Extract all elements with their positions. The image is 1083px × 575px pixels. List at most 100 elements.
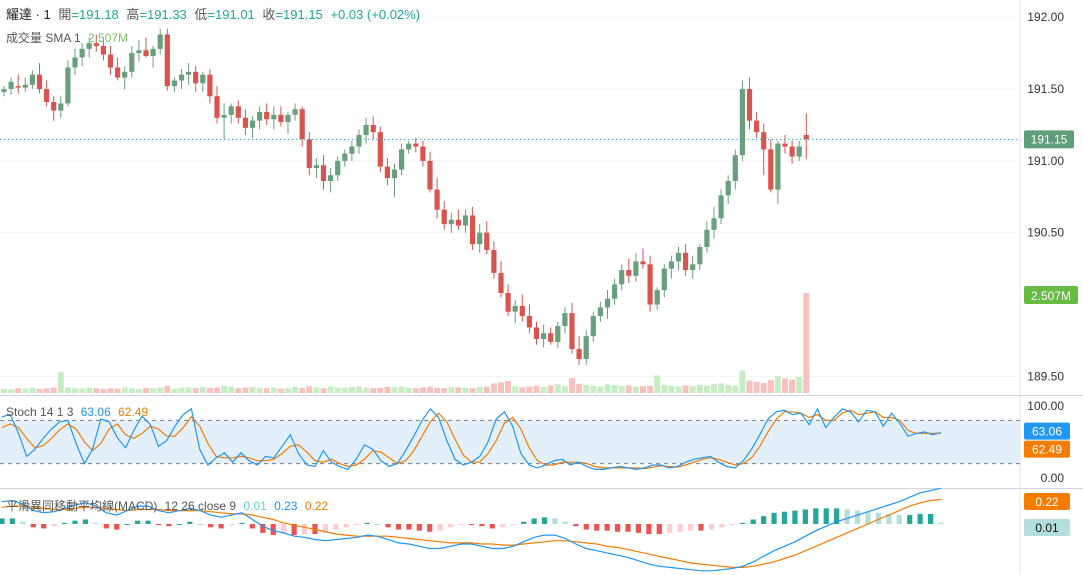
candle-body: [29, 74, 35, 85]
volume-bar: [448, 387, 455, 393]
macd-hist-bar: [688, 523, 694, 531]
volume-bar: [8, 389, 15, 393]
candle-body: [292, 109, 298, 115]
candle-body: [562, 313, 568, 327]
macd-hist-bar: [364, 522, 370, 524]
candle-body: [264, 112, 270, 120]
macd-hist-bar: [218, 523, 224, 529]
volume-bar: [696, 385, 703, 393]
volume-bar: [22, 388, 29, 393]
volume-bar: [739, 370, 746, 393]
macd-legend-signal: 0.22: [304, 499, 329, 513]
volume-bar: [405, 387, 412, 393]
stoch-legend-name[interactable]: Stoch 14 1 3: [6, 405, 74, 419]
candle-body: [363, 124, 369, 136]
macd-hist-bar: [771, 512, 777, 524]
symbol-title[interactable]: 耀達 · 1: [6, 7, 51, 22]
stoch-k-line: [1, 407, 942, 471]
volume-bar: [249, 387, 256, 393]
volume-bar: [93, 388, 100, 393]
candle-body: [235, 106, 241, 118]
candle-body: [391, 169, 398, 179]
volume-legend-name[interactable]: 成交量 SMA 1: [6, 31, 81, 45]
stoch-k-tag-label: 63.06: [1032, 425, 1062, 439]
volume-bar: [569, 377, 575, 393]
close-value: =191.15: [275, 7, 323, 22]
candle-body: [129, 53, 135, 72]
volume-bar: [718, 383, 725, 393]
volume-bar: [632, 386, 639, 393]
candle-body: [157, 34, 163, 49]
volume-bar: [157, 387, 164, 393]
volume-bar: [192, 388, 199, 393]
volume-bar: [774, 376, 781, 393]
candle-body: [242, 117, 248, 128]
volume-bar: [583, 385, 590, 393]
candle-body: [313, 165, 319, 169]
candle-body: [754, 120, 760, 133]
macd-hist-bar: [500, 523, 506, 528]
macd-hist-bar: [938, 522, 944, 524]
volume-bar: [483, 386, 490, 393]
volume-bar: [1, 389, 7, 393]
price-tick-label: 191.00: [1027, 154, 1064, 168]
volume-bar: [64, 387, 71, 393]
macd-hist-bar: [395, 523, 402, 530]
volume-bar: [540, 387, 547, 393]
macd-hist-bar: [301, 523, 308, 534]
macd-legend-name[interactable]: 平滑異同移動平均線(MACD): [6, 499, 158, 513]
macd-hist-bar: [375, 523, 381, 525]
candle-body: [654, 290, 660, 305]
last-price-tag: [1024, 130, 1074, 149]
volume-bar: [256, 387, 263, 393]
volume-bar: [199, 387, 206, 393]
volume-bar: [476, 387, 483, 393]
macd-hist-bar: [103, 523, 109, 529]
macd-hist-bar: [208, 523, 214, 528]
stoch-tick-label: 100.00: [1027, 399, 1064, 413]
macd-signal-tag: [1024, 493, 1070, 510]
volume-bar: [121, 387, 128, 393]
candle-body: [406, 143, 412, 150]
candle-body: [803, 135, 809, 140]
macd-hist-bar: [792, 510, 798, 524]
stoch-d-tag: [1024, 440, 1070, 458]
volume-bar: [143, 387, 149, 393]
volume-bar: [370, 388, 377, 393]
macd-hist-bar: [907, 515, 913, 524]
macd-hist-bar: [437, 523, 443, 531]
candle-body: [633, 261, 639, 276]
candle-body: [583, 336, 589, 360]
volume-tag-label: 2.507M: [1031, 289, 1071, 303]
volume-bar: [604, 384, 611, 393]
volume-bar: [263, 388, 270, 393]
volume-bar: [419, 387, 426, 393]
candle-body: [377, 132, 383, 167]
volume-bar: [114, 388, 121, 393]
candle-body: [178, 74, 185, 81]
macd-hist-bar: [781, 511, 788, 524]
volume-bar: [100, 389, 107, 393]
macd-hist-bar: [270, 523, 276, 536]
macd-signal-line: [1, 498, 942, 569]
high-value: =191.33: [139, 7, 187, 22]
macd-hist-bar: [823, 508, 829, 524]
macd-hist-bar: [750, 519, 756, 524]
macd-hist-bar: [635, 523, 642, 533]
volume-bar: [306, 386, 313, 393]
candle-body: [675, 252, 682, 262]
volume-bar: [668, 385, 675, 393]
volume-bar: [270, 387, 277, 393]
volume-bar: [498, 382, 504, 393]
volume-bar: [576, 383, 583, 393]
macd-hist-tag-label: 0.01: [1035, 521, 1059, 535]
candle-body: [434, 189, 440, 210]
macd-hist-bar: [322, 523, 329, 533]
volume-bar: [363, 387, 370, 393]
volume-bar: [135, 389, 142, 393]
candle-body: [207, 74, 213, 97]
macd-hist-bar: [719, 523, 725, 528]
macd-hist-bar: [594, 523, 600, 531]
